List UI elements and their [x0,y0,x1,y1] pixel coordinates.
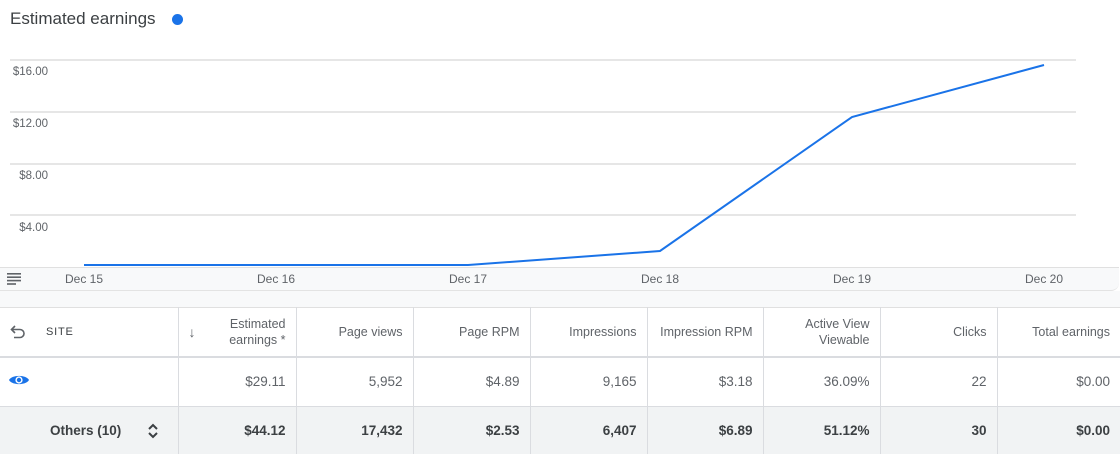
active-view-header-line1: Active View [805,316,870,331]
earnings-line [84,64,1045,266]
cell-page-views: 5,952 [296,356,414,407]
line-chart: $16.00 $12.00 $8.00 $4.00 [10,59,1076,266]
column-header-total-earnings[interactable]: Total earnings [1032,324,1110,339]
cell-impressions: 9,165 [530,356,648,407]
site-cell [0,356,179,407]
separator-band [0,291,1120,307]
cell-total-earnings: $0.00 [1076,374,1110,390]
gridlines [10,59,1076,216]
x-tick-dec15: Dec 15 [64,272,104,286]
cell-page-rpm: $2.53 [413,406,531,454]
cell-total-earnings: $0.00 [1076,423,1110,439]
cell-clicks: 22 [880,356,998,407]
chart-plot-area [10,59,1076,266]
site-cell-others[interactable]: Others (10) [0,406,179,454]
table-row: $29.11 5,952 $4.89 9,165 $3.18 36.09% 22… [0,356,1120,407]
x-tick-dec20: Dec 20 [1024,272,1064,286]
chart-title-text: Estimated earnings [10,9,156,28]
estimated-earnings-header-line2: earnings * [229,332,286,347]
column-header-clicks[interactable]: Clicks [880,307,998,357]
cell-page-views: 17,432 [296,406,414,454]
x-tick-dec16: Dec 16 [256,272,296,286]
y-tick-16: $16.00 [12,66,48,78]
y-tick-12: $12.00 [12,118,48,130]
y-tick-4: $4.00 [19,222,48,234]
x-tick-dec17: Dec 17 [448,272,488,286]
y-tick-8: $8.00 [19,170,48,182]
undo-icon[interactable] [10,325,26,339]
cell-active-view-viewable: 51.12% [763,406,881,454]
arrow-down-icon[interactable]: ↓ [188,323,196,340]
cell-clicks: 30 [880,406,998,454]
x-tick-dec19: Dec 19 [832,272,872,286]
chart-title: Estimated earnings [10,9,183,29]
column-header-active-view-viewable[interactable]: Active View Viewable [763,307,881,357]
x-tick-dec18: Dec 18 [640,272,680,286]
active-view-header-line2: Viewable [818,332,870,347]
menu-icon[interactable] [7,273,21,285]
cell-estimated-earnings: $44.12 [178,406,297,454]
x-axis: Dec 15 Dec 16 Dec 17 Dec 18 Dec 19 Dec 2… [0,267,1119,291]
column-header-page-views[interactable]: Page views [296,307,414,357]
column-header-estimated-earnings[interactable]: ↓ Estimated earnings * [178,307,297,357]
site-header-label: SITE [46,325,74,338]
table-header-row: SITE ↓ Estimated earnings * Page views P… [0,307,1120,357]
cell-impression-rpm: $3.18 [647,356,764,407]
unfold-more-icon[interactable] [146,423,160,439]
cell-impressions: 6,407 [530,406,648,454]
cell-active-view-viewable: 36.09% [763,356,881,407]
eye-icon[interactable] [8,373,30,387]
column-header-page-rpm[interactable]: Page RPM [413,307,531,357]
column-header-impressions[interactable]: Impressions [530,307,648,357]
estimated-earnings-header-line1: Estimated [229,316,286,331]
column-header-site[interactable]: SITE [0,307,179,357]
cell-estimated-earnings: $29.11 [178,356,297,407]
table-row-others[interactable]: Others (10) $44.12 17,432 $2.53 6,407 $6… [0,406,1120,454]
legend-dot-icon[interactable] [171,13,183,25]
others-label: Others (10) [50,423,122,439]
column-header-impression-rpm[interactable]: Impression RPM [647,307,764,357]
cell-page-rpm: $4.89 [413,356,531,407]
report-table: SITE ↓ Estimated earnings * Page views P… [0,307,1120,454]
cell-impression-rpm: $6.89 [647,406,764,454]
